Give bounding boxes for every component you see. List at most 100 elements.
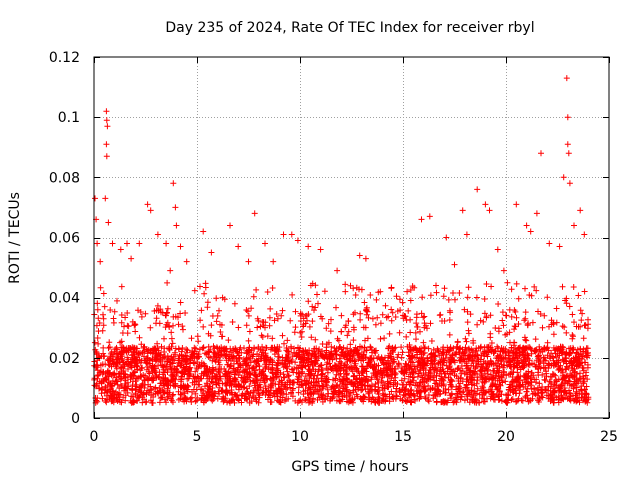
data-point-outlier <box>527 228 534 235</box>
data-point <box>371 364 378 371</box>
data-point <box>131 345 138 352</box>
data-point <box>577 376 584 383</box>
data-point <box>100 311 106 318</box>
data-point <box>497 388 503 395</box>
data-point <box>499 309 506 316</box>
x-tick-label: 10 <box>291 429 309 445</box>
data-point <box>566 303 573 310</box>
data-point <box>125 366 131 372</box>
data-point <box>405 307 412 314</box>
data-point <box>535 359 542 365</box>
data-point <box>399 299 406 306</box>
data-point <box>486 344 492 351</box>
data-point <box>474 377 481 384</box>
data-point <box>550 371 557 378</box>
data-point <box>201 290 208 297</box>
data-point <box>572 380 579 387</box>
data-point <box>327 353 334 359</box>
data-point <box>292 324 299 331</box>
data-point <box>539 389 546 396</box>
data-point <box>456 383 462 390</box>
data-point <box>577 360 584 367</box>
data-point <box>382 302 389 309</box>
data-point <box>439 318 445 324</box>
data-point <box>488 377 495 383</box>
data-point <box>464 294 471 301</box>
data-point <box>200 323 207 330</box>
data-point-outlier <box>183 258 190 265</box>
data-point <box>163 309 170 316</box>
data-point <box>475 358 482 365</box>
data-point <box>559 283 566 290</box>
data-point <box>143 391 150 398</box>
data-point <box>408 386 415 393</box>
data-point <box>168 335 175 342</box>
data-point-outlier <box>227 222 233 229</box>
data-point <box>379 382 386 389</box>
data-point <box>378 378 385 385</box>
data-point <box>416 359 423 366</box>
data-point <box>513 314 520 321</box>
data-point <box>342 324 349 331</box>
data-point <box>198 307 205 314</box>
data-point <box>110 361 117 368</box>
data-point <box>452 394 459 401</box>
data-point <box>570 346 577 353</box>
data-point <box>437 311 444 318</box>
data-point <box>290 385 297 392</box>
data-point <box>551 397 558 404</box>
data-point <box>570 333 576 340</box>
data-point <box>469 396 476 403</box>
data-point-outlier <box>235 243 242 250</box>
data-point <box>555 399 562 406</box>
data-point <box>573 388 580 395</box>
data-point <box>405 349 412 356</box>
data-point <box>424 354 431 361</box>
data-point <box>107 355 114 362</box>
data-point <box>170 378 177 385</box>
data-point <box>223 357 230 364</box>
data-point <box>285 372 292 379</box>
data-point <box>163 399 169 406</box>
data-point <box>216 384 223 391</box>
data-point <box>94 373 101 379</box>
data-point <box>255 317 262 324</box>
data-point <box>403 333 410 340</box>
data-point <box>338 328 345 335</box>
data-point <box>333 355 340 362</box>
data-point <box>98 368 104 375</box>
data-point <box>218 388 225 394</box>
data-point <box>225 361 232 368</box>
data-point <box>344 398 350 405</box>
data-point <box>92 346 99 353</box>
data-point <box>413 379 420 386</box>
data-point <box>282 361 289 368</box>
data-point <box>374 398 381 405</box>
data-point <box>462 335 469 342</box>
data-point <box>461 397 468 404</box>
data-point <box>121 347 128 354</box>
data-point <box>536 380 543 387</box>
data-point <box>197 283 203 290</box>
data-point <box>473 347 480 354</box>
data-point <box>179 370 186 377</box>
data-point <box>250 364 257 371</box>
data-point <box>484 353 491 360</box>
data-point <box>202 383 208 390</box>
data-point <box>263 356 270 363</box>
data-point <box>584 350 591 357</box>
data-point <box>396 329 403 336</box>
data-point <box>522 315 529 322</box>
data-point <box>113 396 120 403</box>
data-point <box>375 391 382 397</box>
data-point <box>139 349 146 356</box>
data-point <box>496 373 503 380</box>
data-point <box>362 324 369 331</box>
data-point <box>113 365 120 372</box>
data-point <box>543 387 549 394</box>
data-point-outlier <box>262 240 268 247</box>
data-point <box>168 329 175 336</box>
data-point <box>494 368 500 375</box>
data-point <box>481 389 487 396</box>
data-point <box>428 338 435 344</box>
